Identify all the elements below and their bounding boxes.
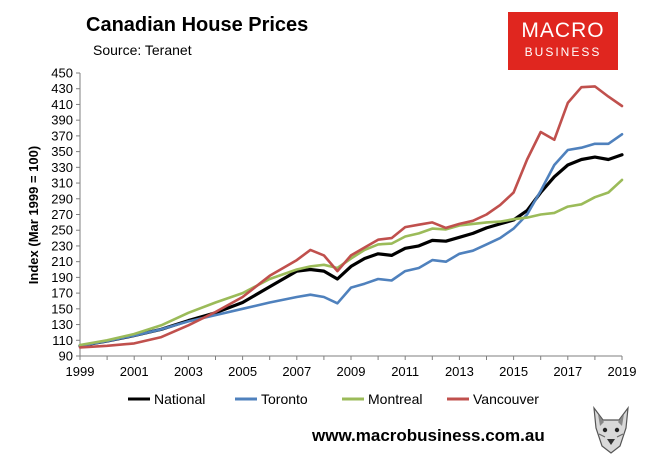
y-tick-label: 190: [51, 270, 73, 285]
legend-label-toronto: Toronto: [261, 391, 308, 407]
x-tick-label: 2017: [553, 364, 582, 379]
y-tick-label: 230: [51, 238, 73, 253]
series-lines: [78, 85, 624, 349]
series-line-toronto: [78, 133, 624, 348]
x-axis: 1999 2001 2003 2005 2007 2009 2011 2013 2015 2017…: [66, 355, 637, 379]
logo-line-1: MACRO: [521, 19, 605, 42]
y-tick-label: 150: [51, 301, 73, 316]
legend: National Toronto Montreal Vancouver: [128, 391, 539, 407]
y-tick-label: 170: [51, 286, 73, 301]
wolf-mascot-icon: [593, 406, 629, 454]
x-tick-label: 2013: [445, 364, 474, 379]
x-tick-label: 2019: [608, 364, 637, 379]
y-tick-label: 270: [51, 207, 73, 222]
y-tick-label: 310: [51, 176, 73, 191]
y-tick-label: 410: [51, 97, 73, 112]
series-line-national: [78, 153, 624, 348]
y-tick-label: 90: [59, 349, 73, 364]
legend-label-national: National: [154, 391, 205, 407]
y-tick-label: 210: [51, 254, 73, 269]
y-tick-label: 450: [51, 66, 73, 81]
y-tick-label: 290: [51, 191, 73, 206]
legend-label-vancouver: Vancouver: [473, 391, 539, 407]
y-tick-label: 110: [52, 333, 73, 348]
series-line-montreal: [78, 178, 624, 347]
y-tick-label: 130: [51, 317, 73, 332]
x-tick-label: 2011: [391, 364, 419, 379]
y-tick-label: 350: [51, 144, 73, 159]
series-line-vancouver: [78, 85, 624, 349]
y-tick-label: 430: [51, 81, 73, 96]
x-tick-label: 2009: [337, 364, 366, 379]
x-tick-label: 2001: [120, 364, 149, 379]
y-axis: 9011013015017019021023025027029031033035…: [51, 66, 81, 364]
x-tick-label: 2015: [499, 364, 528, 379]
x-tick-label: 2005: [228, 364, 257, 379]
x-tick-label: 1999: [66, 364, 95, 379]
y-tick-label: 390: [51, 113, 73, 128]
legend-label-montreal: Montreal: [368, 391, 422, 407]
chart-source: Source: Teranet: [93, 42, 192, 58]
x-tick-label: 2003: [174, 364, 203, 379]
chart-title: Canadian House Prices: [86, 14, 309, 36]
y-tick-label: 250: [51, 223, 73, 238]
y-tick-label: 330: [51, 160, 73, 175]
macrobusiness-logo: MACRO BUSINESS: [508, 12, 618, 70]
website-url: www.macrobusiness.com.au: [312, 426, 545, 445]
x-tick-label: 2007: [282, 364, 311, 379]
logo-line-2: BUSINESS: [524, 45, 602, 59]
y-tick-label: 370: [51, 128, 73, 143]
